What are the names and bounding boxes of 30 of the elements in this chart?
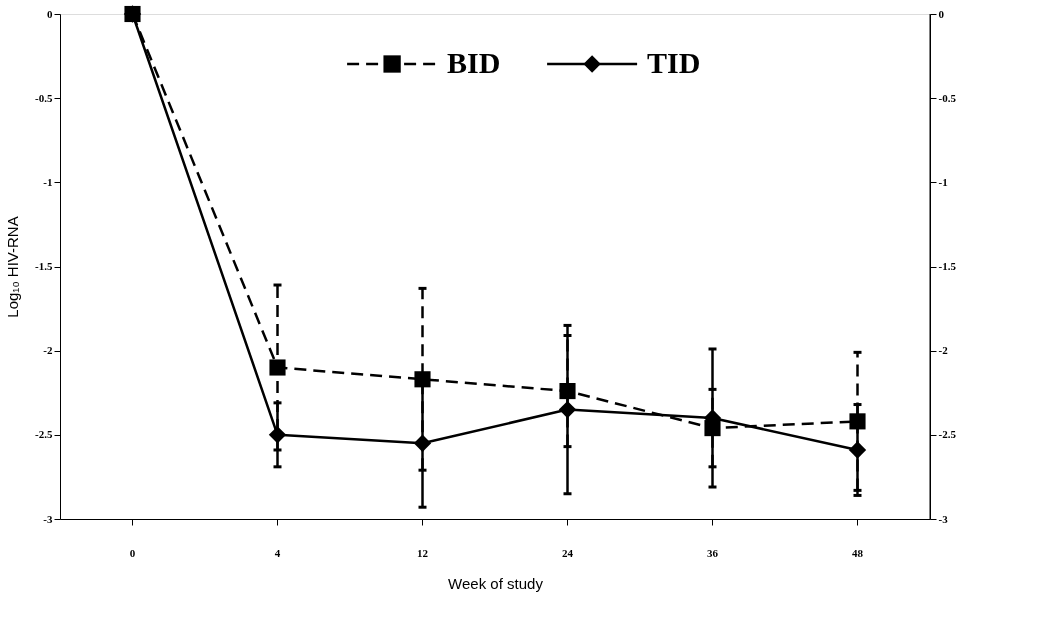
point <box>269 359 286 376</box>
y-tick-label: -1 <box>43 175 53 188</box>
y2-tick-label: -3 <box>938 512 949 525</box>
x-tick-label: 12 <box>417 546 429 559</box>
y2-tick-label: 0 <box>938 7 945 20</box>
point <box>558 400 577 419</box>
y-tick-label: -2 <box>43 344 53 357</box>
x-axis-title: Week of study <box>448 574 544 592</box>
y2-tick-label: -1.5 <box>938 260 957 272</box>
y2-tick-label: -2.5 <box>938 428 957 441</box>
point <box>413 434 432 452</box>
x-tick-label: 36 <box>707 546 719 559</box>
legend-label: BID <box>447 46 501 79</box>
y-tick-label: -3 <box>43 512 53 525</box>
y-tick-label: -1.5 <box>35 260 53 272</box>
y2-tick-label: -1 <box>938 175 948 188</box>
legend-label: TID <box>647 46 701 79</box>
x-tick-label: 0 <box>129 546 136 559</box>
y-axis-title: Log₁₀ HIV-RNA <box>4 216 22 318</box>
y-tick-label: 0 <box>47 7 53 20</box>
y2-tick-label: -2 <box>938 344 949 357</box>
point <box>414 371 431 388</box>
x-tick-label: 48 <box>852 546 864 559</box>
y2-tick-label: -0.5 <box>938 91 957 104</box>
x-tick-label: 24 <box>562 546 574 559</box>
y-tick-label: -2.5 <box>35 428 53 441</box>
x-tick-label: 4 <box>274 546 281 559</box>
point <box>848 441 867 459</box>
y-tick-label: -0.5 <box>35 91 53 104</box>
point <box>268 426 287 444</box>
